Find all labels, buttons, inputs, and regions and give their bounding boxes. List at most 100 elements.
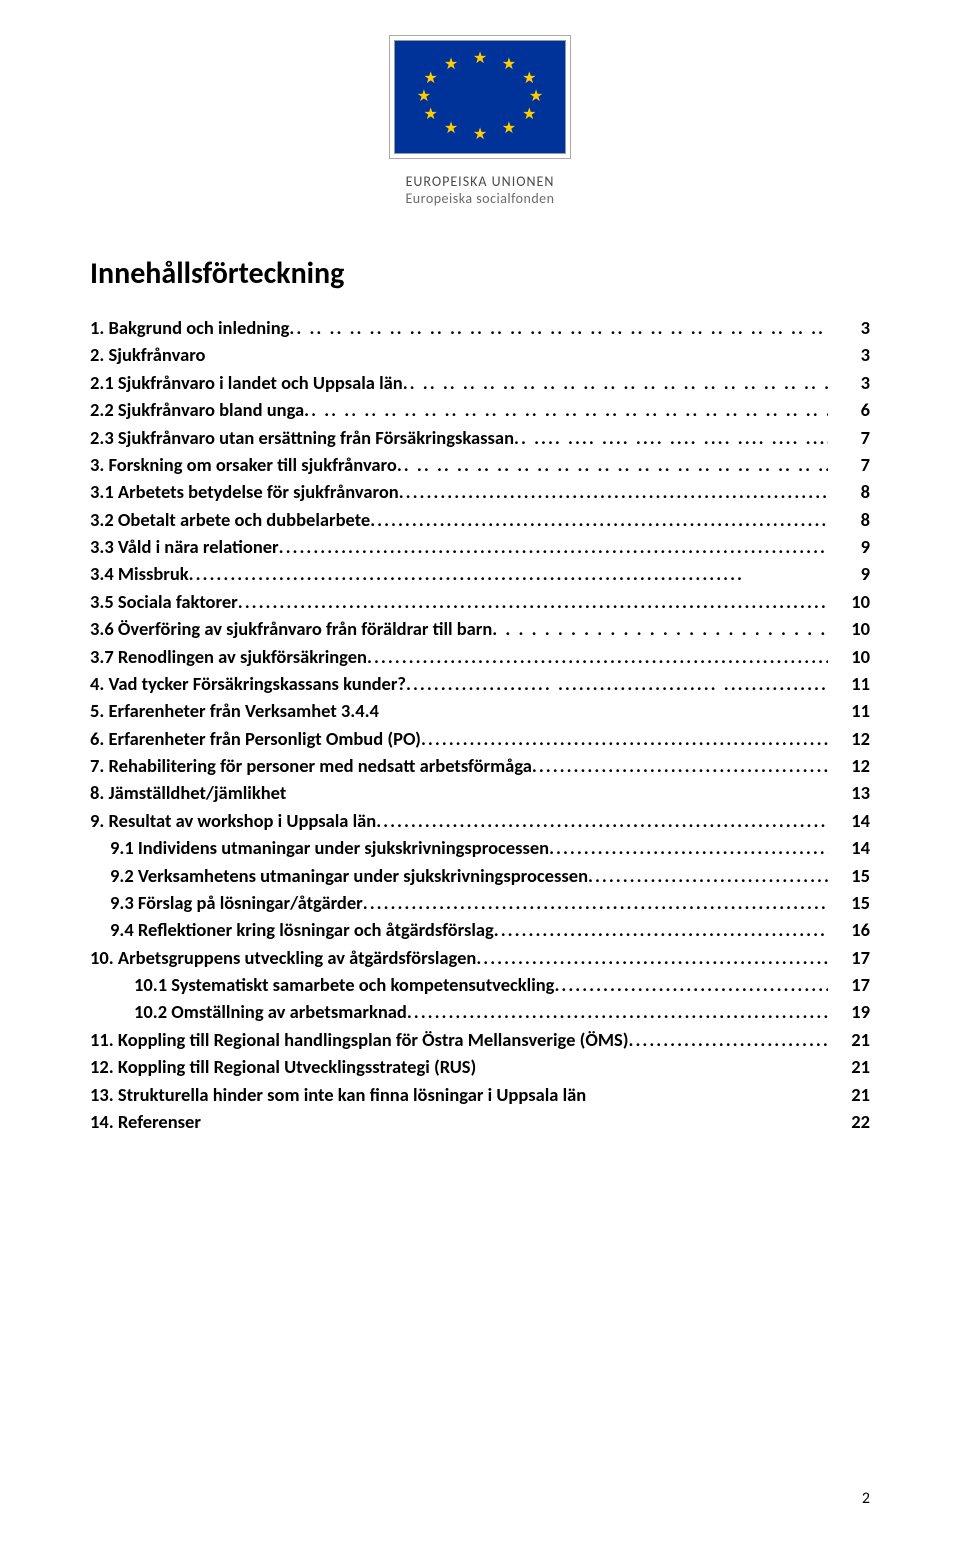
- toc-entry-leader: ........................................…: [370, 506, 828, 533]
- toc-entry-leader: .. .... .... .... .... .... .... .... ..…: [514, 424, 828, 451]
- toc-entry-page: 15: [828, 889, 870, 916]
- toc-entry-leader: ........................................…: [279, 533, 828, 560]
- toc-entry: 9.2 Verksamhetens utmaningar under sjuks…: [90, 862, 870, 889]
- toc-entry: 8. Jämställdhet/jämlikhet 13: [90, 779, 870, 806]
- toc-entry: 9.4 Reflektioner kring lösningar och åtg…: [90, 916, 870, 943]
- toc-entry-label: 3.2 Obetalt arbete och dubbelarbete: [90, 506, 370, 533]
- toc-entry-leader: ........................................…: [399, 478, 828, 505]
- toc-entry-page: 9: [828, 560, 870, 587]
- toc-entry-label: 3.4 Missbruk: [90, 560, 189, 587]
- toc-entry-label: 3.7 Renodlingen av sjukförsäkringen: [90, 643, 367, 670]
- toc-entry: 11. Koppling till Regional handlingsplan…: [90, 1026, 870, 1053]
- toc-entry: 9.3 Förslag på lösningar/åtgärder.......…: [90, 889, 870, 916]
- toc-entry-label: 13. Strukturella hinder som inte kan fin…: [90, 1081, 586, 1108]
- toc-entry-page: 17: [828, 944, 870, 971]
- toc-entry-leader: .. .. .. .. .. .. .. .. .. .. .. .. .. .…: [397, 451, 828, 478]
- toc-entry-page: 6: [828, 396, 870, 423]
- document-page: ★ ★ ★ ★ ★ ★ ★ ★ ★ ★ ★ ★ EUROPEISKA UNION…: [0, 0, 960, 1542]
- toc-entry: 6. Erfarenheter från Personligt Ombud (P…: [90, 725, 870, 752]
- toc-entry: 9.1 Individens utmaningar under sjukskri…: [90, 834, 870, 861]
- toc-entry-label: 2.2 Sjukfrånvaro bland unga: [90, 396, 304, 423]
- toc-entry-leader: ........................................…: [189, 560, 828, 587]
- eu-flag: ★ ★ ★ ★ ★ ★ ★ ★ ★ ★ ★ ★: [394, 40, 566, 154]
- toc-entry-label: 3.6 Överföring av sjukfrånvaro från förä…: [90, 615, 492, 642]
- toc-entry-label: 2.3 Sjukfrånvaro utan ersättning från Fö…: [90, 424, 514, 451]
- toc-entry-leader: .. .. .. .. .. .. .. .. .. .. .. .. .. .…: [289, 314, 828, 341]
- toc-entry-page: 7: [828, 451, 870, 478]
- toc-entry-leader: ........................................…: [629, 1026, 828, 1053]
- toc-entry-label: 10. Arbetsgruppens utveckling av åtgärds…: [90, 944, 476, 971]
- toc-entry-page: 11: [828, 697, 870, 724]
- toc-entry-label: 8. Jämställdhet/jämlikhet: [90, 779, 286, 806]
- toc-entry-page: 10: [828, 588, 870, 615]
- toc-entry: 2.1 Sjukfrånvaro i landet och Uppsala lä…: [90, 369, 870, 396]
- toc-entry: 3.5 Sociala faktorer....................…: [90, 588, 870, 615]
- toc-entry-page: 17: [828, 971, 870, 998]
- toc-entry: 13. Strukturella hinder som inte kan fin…: [90, 1081, 870, 1108]
- toc-entry-page: 19: [828, 998, 870, 1025]
- toc-entry-label: 10.2 Omställning av arbetsmarknad: [90, 998, 407, 1025]
- toc-entry: 9. Resultat av workshop i Uppsala län...…: [90, 807, 870, 834]
- toc-entry-page: 12: [828, 725, 870, 752]
- toc-entry-label: 11. Koppling till Regional handlingsplan…: [90, 1026, 629, 1053]
- toc-entry-label: 9. Resultat av workshop i Uppsala län: [90, 807, 376, 834]
- toc-entry-label: 9.3 Förslag på lösningar/åtgärder: [90, 889, 363, 916]
- toc-entry-label: 9.1 Individens utmaningar under sjukskri…: [90, 834, 549, 861]
- toc-entry: 2. Sjukfrånvaro 3: [90, 341, 870, 368]
- toc-entry: 10.2 Omställning av arbetsmarknad.......…: [90, 998, 870, 1025]
- toc-entry-label: 3.5 Sociala faktorer: [90, 588, 238, 615]
- toc-entry-leader: ........................................…: [421, 725, 828, 752]
- toc-entry: 12. Koppling till Regional Utvecklingsst…: [90, 1053, 870, 1080]
- toc-entry-page: 22: [828, 1108, 870, 1135]
- toc-entry-label: 9.2 Verksamhetens utmaningar under sjuks…: [90, 862, 588, 889]
- toc-entry: 2.3 Sjukfrånvaro utan ersättning från Fö…: [90, 424, 870, 451]
- toc-entry: 10. Arbetsgruppens utveckling av åtgärds…: [90, 944, 870, 971]
- logo-line1: EUROPEISKA UNIONEN: [90, 173, 870, 190]
- toc-entry-page: 3: [828, 369, 870, 396]
- toc-entry: 10.1 Systematiskt samarbete och kompeten…: [90, 971, 870, 998]
- toc-entry: 3.2 Obetalt arbete och dubbelarbete.....…: [90, 506, 870, 533]
- toc-entry: 3.4 Missbruk............................…: [90, 560, 870, 587]
- toc-entry-label: 12. Koppling till Regional Utvecklingsst…: [90, 1053, 476, 1080]
- toc-entry-label: 3. Forskning om orsaker till sjukfrånvar…: [90, 451, 397, 478]
- toc-entry-leader: ........................................…: [376, 807, 828, 834]
- toc-entry-page: 11: [828, 670, 870, 697]
- toc-entry-label: 7. Rehabilitering för personer med nedsa…: [90, 752, 532, 779]
- toc-entry: 2.2 Sjukfrånvaro bland unga.. .. .. .. .…: [90, 396, 870, 423]
- toc-entry-leader: ........................................…: [494, 916, 828, 943]
- toc-entry-page: 8: [828, 506, 870, 533]
- page-number: 2: [862, 1489, 870, 1508]
- toc-entry: 3. Forskning om orsaker till sjukfrånvar…: [90, 451, 870, 478]
- toc-entry-page: 7: [828, 424, 870, 451]
- toc-entry-label: 4. Vad tycker Försäkringskassans kunder?: [90, 670, 406, 697]
- toc-entry-leader: . . . . . . . . . . . . . . . . . . . . …: [492, 615, 828, 642]
- toc-entry-page: 16: [828, 916, 870, 943]
- toc-entry: 14. Referenser 22: [90, 1108, 870, 1135]
- toc-entry-page: 9: [828, 533, 870, 560]
- table-of-contents: 1. Bakgrund och inledning.. .. .. .. .. …: [90, 314, 870, 1135]
- toc-entry-label: 2.1 Sjukfrånvaro i landet och Uppsala lä…: [90, 369, 403, 396]
- toc-entry-leader: ........................................…: [367, 643, 828, 670]
- toc-entry-page: 3: [828, 314, 870, 341]
- toc-entry-page: 3: [828, 341, 870, 368]
- toc-entry-page: 15: [828, 862, 870, 889]
- toc-entry: 3.6 Överföring av sjukfrånvaro från förä…: [90, 615, 870, 642]
- toc-entry-leader: ........................................…: [588, 862, 828, 889]
- toc-entry-page: 21: [828, 1081, 870, 1108]
- toc-entry-label: 5. Erfarenheter från Verksamhet 3.4.4: [90, 697, 379, 724]
- header-logo-block: ★ ★ ★ ★ ★ ★ ★ ★ ★ ★ ★ ★ EUROPEISKA UNION…: [90, 40, 870, 207]
- toc-entry-label: 6. Erfarenheter från Personligt Ombud (P…: [90, 725, 421, 752]
- toc-entry-leader: ........................................…: [407, 998, 828, 1025]
- toc-entry-leader: ........................................…: [363, 889, 828, 916]
- toc-title: Innehållsförteckning: [90, 255, 870, 292]
- toc-entry: 4. Vad tycker Försäkringskassans kunder?…: [90, 670, 870, 697]
- toc-entry-leader: ........................................…: [238, 588, 828, 615]
- toc-entry-leader: ........................................…: [532, 752, 828, 779]
- toc-entry-page: 10: [828, 643, 870, 670]
- toc-entry-leader: ........................................…: [554, 971, 828, 998]
- toc-entry-page: 14: [828, 834, 870, 861]
- toc-entry-page: 10: [828, 615, 870, 642]
- toc-entry-leader: .. .. .. .. .. .. .. .. .. .. .. .. .. .…: [304, 396, 828, 423]
- toc-entry: 3.1 Arbetets betydelse för sjukfrånvaron…: [90, 478, 870, 505]
- toc-entry-label: 10.1 Systematiskt samarbete och kompeten…: [90, 971, 554, 998]
